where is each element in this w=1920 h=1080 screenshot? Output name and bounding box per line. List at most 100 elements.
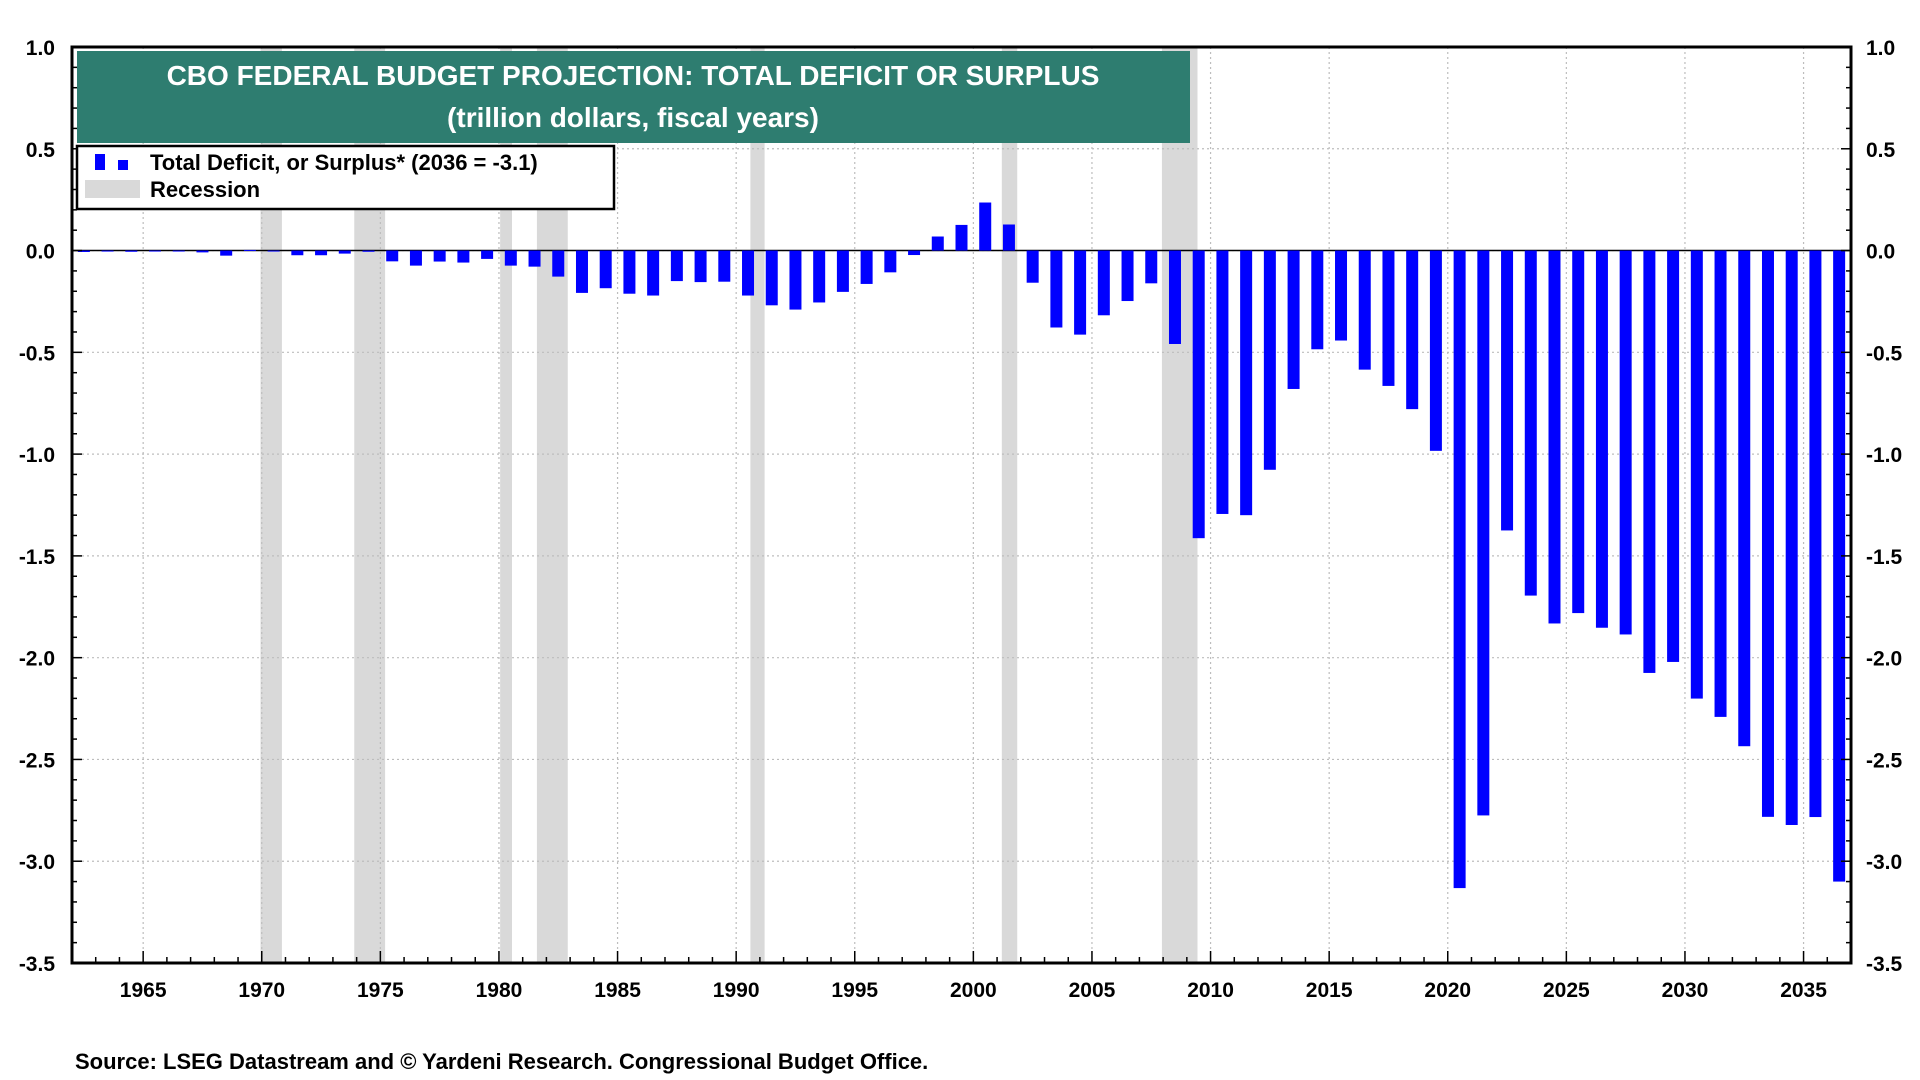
bar-1998 — [931, 236, 944, 251]
bar-2026 — [1595, 250, 1608, 628]
recession-band — [260, 47, 282, 963]
x-tick-label: 1990 — [713, 979, 760, 1002]
y-tick-label-left: 0.5 — [26, 139, 56, 162]
recession-band — [500, 47, 513, 963]
bar-1996 — [884, 250, 897, 273]
legend-series-swatch-tall — [95, 154, 105, 170]
legend-box — [75, 144, 616, 211]
bar-2028 — [1643, 250, 1656, 673]
bar-1987 — [670, 250, 683, 282]
y-tick-label-left: -2.5 — [19, 749, 56, 772]
bar-2023 — [1524, 250, 1537, 596]
bar-2030 — [1690, 250, 1703, 699]
y-tick-label-right: -2.0 — [1866, 648, 1902, 671]
y-tick-label-left: 1.0 — [26, 37, 55, 60]
x-tick-label: 2000 — [950, 979, 997, 1002]
bar-2013 — [1287, 250, 1300, 389]
bar-2033 — [1761, 250, 1774, 817]
y-tick-label-right: 0.5 — [1866, 139, 1896, 162]
bar-1999 — [955, 224, 968, 251]
bar-1970 — [267, 250, 280, 252]
x-tick-label: 1975 — [357, 979, 404, 1002]
y-tick-label-right: 0.0 — [1866, 241, 1895, 264]
y-tick-label-right: 1.0 — [1866, 37, 1895, 60]
bar-2003 — [1050, 250, 1063, 328]
legend-recession-label: Recession — [150, 177, 260, 202]
bar-2000 — [979, 202, 992, 251]
recession-band — [1001, 47, 1018, 963]
bar-2009 — [1192, 250, 1205, 539]
plot-frame — [70, 45, 1853, 965]
bar-2025 — [1572, 250, 1585, 614]
bar-2029 — [1667, 250, 1680, 662]
bar-2036 — [1833, 250, 1846, 882]
bar-2002 — [1026, 250, 1039, 283]
bar-2018 — [1406, 250, 1419, 410]
bar-series — [77, 202, 1846, 889]
bar-2027 — [1619, 250, 1632, 635]
bar-1990 — [742, 250, 755, 296]
bar-1985 — [623, 250, 636, 294]
bar-1986 — [647, 250, 660, 296]
bar-1994 — [836, 250, 849, 292]
bar-1983 — [575, 250, 588, 293]
bar-1965 — [149, 250, 162, 252]
bar-1993 — [813, 250, 826, 303]
bar-2017 — [1382, 250, 1395, 386]
bar-2031 — [1714, 250, 1727, 717]
bar-1995 — [860, 250, 873, 284]
chart-subtitle: (trillion dollars, fiscal years) — [447, 102, 819, 133]
bar-1963 — [101, 250, 114, 252]
x-tick-label: 2015 — [1306, 979, 1353, 1002]
bar-2016 — [1358, 250, 1371, 370]
bar-1980 — [504, 250, 517, 266]
bar-1989 — [718, 250, 731, 282]
source-note: Source: LSEG Datastream and © Yardeni Re… — [75, 1049, 928, 1074]
y-tick-label-left: -2.0 — [19, 648, 55, 671]
bar-2011 — [1240, 250, 1253, 516]
bar-2022 — [1501, 250, 1514, 531]
y-tick-label-left: 0.0 — [26, 241, 55, 264]
recession-band — [1161, 47, 1198, 963]
title-box: CBO FEDERAL BUDGET PROJECTION: TOTAL DEF… — [77, 51, 1190, 143]
y-tick-label-right: -0.5 — [1866, 342, 1903, 365]
bar-2005 — [1097, 250, 1110, 316]
y-tick-label-left: -3.5 — [19, 953, 56, 976]
bar-2015 — [1335, 250, 1348, 341]
axis-ticks: 1.0 1.0 0.5 0.5 0.0 0.0 -0.5 -0.5 -1.0 -1.0 -1.5 -1… — [19, 37, 1903, 1002]
legend-series-label: Total Deficit, or Surplus* (2036 = -3.1) — [150, 150, 538, 175]
x-tick-label: 2020 — [1424, 979, 1471, 1002]
bar-1971 — [291, 250, 304, 256]
x-tick-label: 1985 — [594, 979, 641, 1002]
bar-2024 — [1548, 250, 1561, 624]
bar-1992 — [789, 250, 802, 310]
x-tick-label: 1965 — [120, 979, 167, 1002]
y-tick-label-left: -1.5 — [19, 546, 56, 569]
bar-1972 — [315, 250, 328, 256]
title-background — [77, 51, 1190, 143]
x-tick-label: 1970 — [238, 979, 285, 1002]
x-tick-label: 1995 — [831, 979, 878, 1002]
bar-1973 — [338, 250, 351, 254]
bar-2014 — [1311, 250, 1324, 350]
bar-1976 — [409, 250, 422, 266]
legend: Total Deficit, or Surplus* (2036 = -3.1)… — [75, 144, 616, 211]
bar-1977 — [433, 250, 446, 262]
bar-2006 — [1121, 250, 1134, 302]
bar-2032 — [1738, 250, 1751, 747]
bar-1974 — [362, 250, 375, 252]
bar-1997 — [908, 250, 921, 256]
bar-1964 — [125, 250, 138, 252]
bar-1982 — [552, 250, 565, 277]
bar-1966 — [172, 250, 185, 252]
bar-1991 — [765, 250, 778, 306]
y-tick-label-left: -1.0 — [19, 444, 55, 467]
bar-1984 — [599, 250, 612, 289]
bar-2034 — [1785, 250, 1798, 825]
x-tick-label: 2025 — [1543, 979, 1590, 1002]
y-tick-label-right: -1.5 — [1866, 546, 1903, 569]
y-tick-label-left: -3.0 — [19, 851, 55, 874]
legend-series-swatch-short — [118, 160, 128, 170]
y-tick-label-right: -1.0 — [1866, 444, 1902, 467]
